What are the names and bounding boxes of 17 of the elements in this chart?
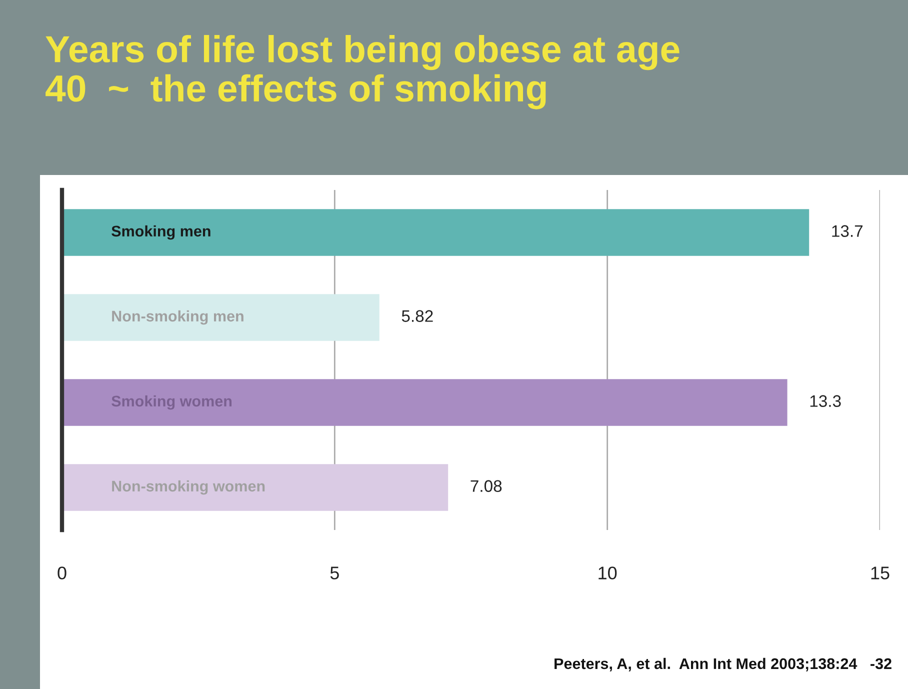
data-label: 13.3 xyxy=(810,395,841,407)
y-tick-label: Smoking men xyxy=(112,225,210,240)
bar xyxy=(62,209,810,256)
x-tick-label: 10 xyxy=(598,566,617,580)
y-tick-label: Non-smoking women xyxy=(112,480,265,495)
text: Peeters, A, et al. Ann Int Med 2003;138:24 -32 xyxy=(554,658,892,672)
y-tick-label: Non-smoking men xyxy=(112,310,244,325)
chart-title: Years of life lost being obese at age 40 ~ the effects of smoking xyxy=(46,35,680,110)
x-tick-label: 0 xyxy=(58,566,66,580)
bar xyxy=(62,464,448,511)
bar xyxy=(62,379,788,426)
x-tick-label: 15 xyxy=(871,566,890,580)
bar xyxy=(62,294,380,341)
x-tick-label: 5 xyxy=(330,566,339,580)
data-label: 5.82 xyxy=(402,310,433,322)
data-label: 7.08 xyxy=(470,480,502,492)
data-label: 13.7 xyxy=(832,225,863,237)
